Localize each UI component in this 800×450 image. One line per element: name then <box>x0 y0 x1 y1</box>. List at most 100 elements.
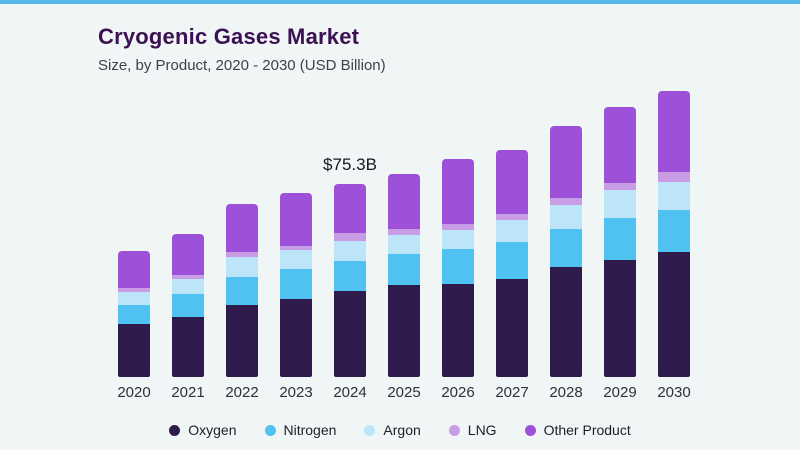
legend-item-argon: Argon <box>364 422 421 438</box>
segment-other-product-2022 <box>226 204 258 252</box>
x-axis-label-2025: 2025 <box>387 384 421 401</box>
x-axis-label-2026: 2026 <box>441 384 475 401</box>
segment-other-product-2024 <box>334 183 366 234</box>
bar-stack-2030 <box>658 90 690 377</box>
segment-lng-2021 <box>172 275 204 279</box>
segment-argon-2022 <box>226 257 258 278</box>
segment-oxygen-2025 <box>388 285 420 377</box>
segment-lng-2030 <box>658 171 690 182</box>
bar-2022 <box>226 204 258 377</box>
segment-oxygen-2026 <box>442 284 474 377</box>
x-axis-label-2028: 2028 <box>549 384 583 401</box>
segment-oxygen-2023 <box>280 298 312 377</box>
chart-title: Cryogenic Gases Market <box>98 24 360 49</box>
segment-other-product-2020 <box>118 251 150 289</box>
bars-row: 2020 2021 2022 2023 $75.3B 2024 2025 2026 2027 20… <box>117 90 691 401</box>
segment-nitrogen-2026 <box>442 248 474 285</box>
segment-other-product-2029 <box>604 106 636 183</box>
legend-label-lng: LNG <box>467 422 497 438</box>
segment-other-product-2028 <box>550 125 582 198</box>
legend-item-oxygen: Oxygen <box>169 422 237 438</box>
x-axis-label-2024: 2024 <box>333 384 367 401</box>
bar-group-2022: 2022 <box>225 204 259 401</box>
segment-oxygen-2022 <box>226 305 258 377</box>
bar-group-2026: 2026 <box>441 158 475 401</box>
segment-oxygen-2020 <box>118 323 150 377</box>
segment-argon-2023 <box>280 250 312 269</box>
bar-stack-2027 <box>496 150 528 377</box>
bar-stack-2022 <box>226 204 258 377</box>
segment-argon-2030 <box>658 181 690 211</box>
bar-2029 <box>604 106 636 377</box>
bar-group-2028: 2028 <box>549 125 583 401</box>
legend-item-nitrogen: Nitrogen <box>264 422 336 438</box>
bar-stack-2024 <box>334 183 366 377</box>
bar-group-2024: $75.3B 2024 <box>323 155 377 401</box>
x-axis-label-2027: 2027 <box>495 384 529 401</box>
x-axis-label-2021: 2021 <box>171 384 205 401</box>
bar-group-2021: 2021 <box>171 234 205 401</box>
bar-stack-2021 <box>172 234 204 377</box>
legend: Oxygen Nitrogen Argon LNG Other Product <box>0 422 800 438</box>
chart-subtitle: Size, by Product, 2020 - 2030 (USD Billi… <box>98 57 386 74</box>
segment-nitrogen-2029 <box>604 218 636 261</box>
x-axis-label-2022: 2022 <box>225 384 259 401</box>
segment-argon-2028 <box>550 205 582 229</box>
x-axis-label-2030: 2030 <box>657 384 691 401</box>
bar-stack-2026 <box>442 158 474 377</box>
segment-nitrogen-2022 <box>226 277 258 306</box>
segment-lng-2026 <box>442 224 474 230</box>
segment-oxygen-2027 <box>496 278 528 377</box>
segment-argon-2026 <box>442 229 474 249</box>
bar-group-2030: 2030 <box>657 90 691 401</box>
segment-argon-2027 <box>496 219 528 243</box>
segment-nitrogen-2020 <box>118 305 150 324</box>
segment-nitrogen-2023 <box>280 268 312 299</box>
legend-dot-nitrogen-icon <box>264 424 276 436</box>
segment-other-product-2023 <box>280 193 312 247</box>
legend-label-oxygen: Oxygen <box>188 422 237 438</box>
segment-oxygen-2028 <box>550 266 582 377</box>
bar-2027 <box>496 150 528 377</box>
bar-group-2029: 2029 <box>603 106 637 401</box>
bar-stack-2025 <box>388 173 420 377</box>
bar-group-2020: 2020 <box>117 251 151 401</box>
peak-value-label: $75.3B <box>323 154 377 174</box>
segment-nitrogen-2025 <box>388 253 420 286</box>
segment-lng-2025 <box>388 228 420 236</box>
segment-oxygen-2029 <box>604 260 636 377</box>
bar-2030 <box>658 90 690 377</box>
legend-label-other-product: Other Product <box>543 422 631 438</box>
segment-oxygen-2030 <box>658 251 690 377</box>
bar-2020 <box>118 251 150 377</box>
legend-item-lng: LNG <box>448 422 497 438</box>
legend-dot-other-product-icon <box>524 424 536 436</box>
bar-stack-2028 <box>550 125 582 377</box>
segment-lng-2027 <box>496 213 528 220</box>
x-axis-label-2023: 2023 <box>279 384 313 401</box>
segment-lng-2023 <box>280 246 312 251</box>
bar-stack-2029 <box>604 106 636 377</box>
segment-lng-2022 <box>226 251 258 258</box>
bar-group-2027: 2027 <box>495 150 529 401</box>
segment-argon-2029 <box>604 190 636 219</box>
legend-item-other-product: Other Product <box>524 422 631 438</box>
segment-other-product-2030 <box>658 90 690 172</box>
segment-nitrogen-2024 <box>334 261 366 291</box>
segment-oxygen-2024 <box>334 291 366 377</box>
legend-dot-lng-icon <box>448 424 460 436</box>
segment-oxygen-2021 <box>172 317 204 377</box>
segment-nitrogen-2021 <box>172 293 204 317</box>
bar-2025 <box>388 173 420 377</box>
bar-group-2025: 2025 <box>387 173 421 401</box>
segment-nitrogen-2027 <box>496 242 528 279</box>
segment-lng-2029 <box>604 182 636 191</box>
bar-2023 <box>280 193 312 377</box>
legend-dot-oxygen-icon <box>169 424 181 436</box>
legend-dot-argon-icon <box>364 424 376 436</box>
legend-label-argon: Argon <box>383 422 421 438</box>
x-axis-label-2029: 2029 <box>603 384 637 401</box>
bar-group-2023: 2023 <box>279 193 313 401</box>
segment-other-product-2025 <box>388 173 420 229</box>
